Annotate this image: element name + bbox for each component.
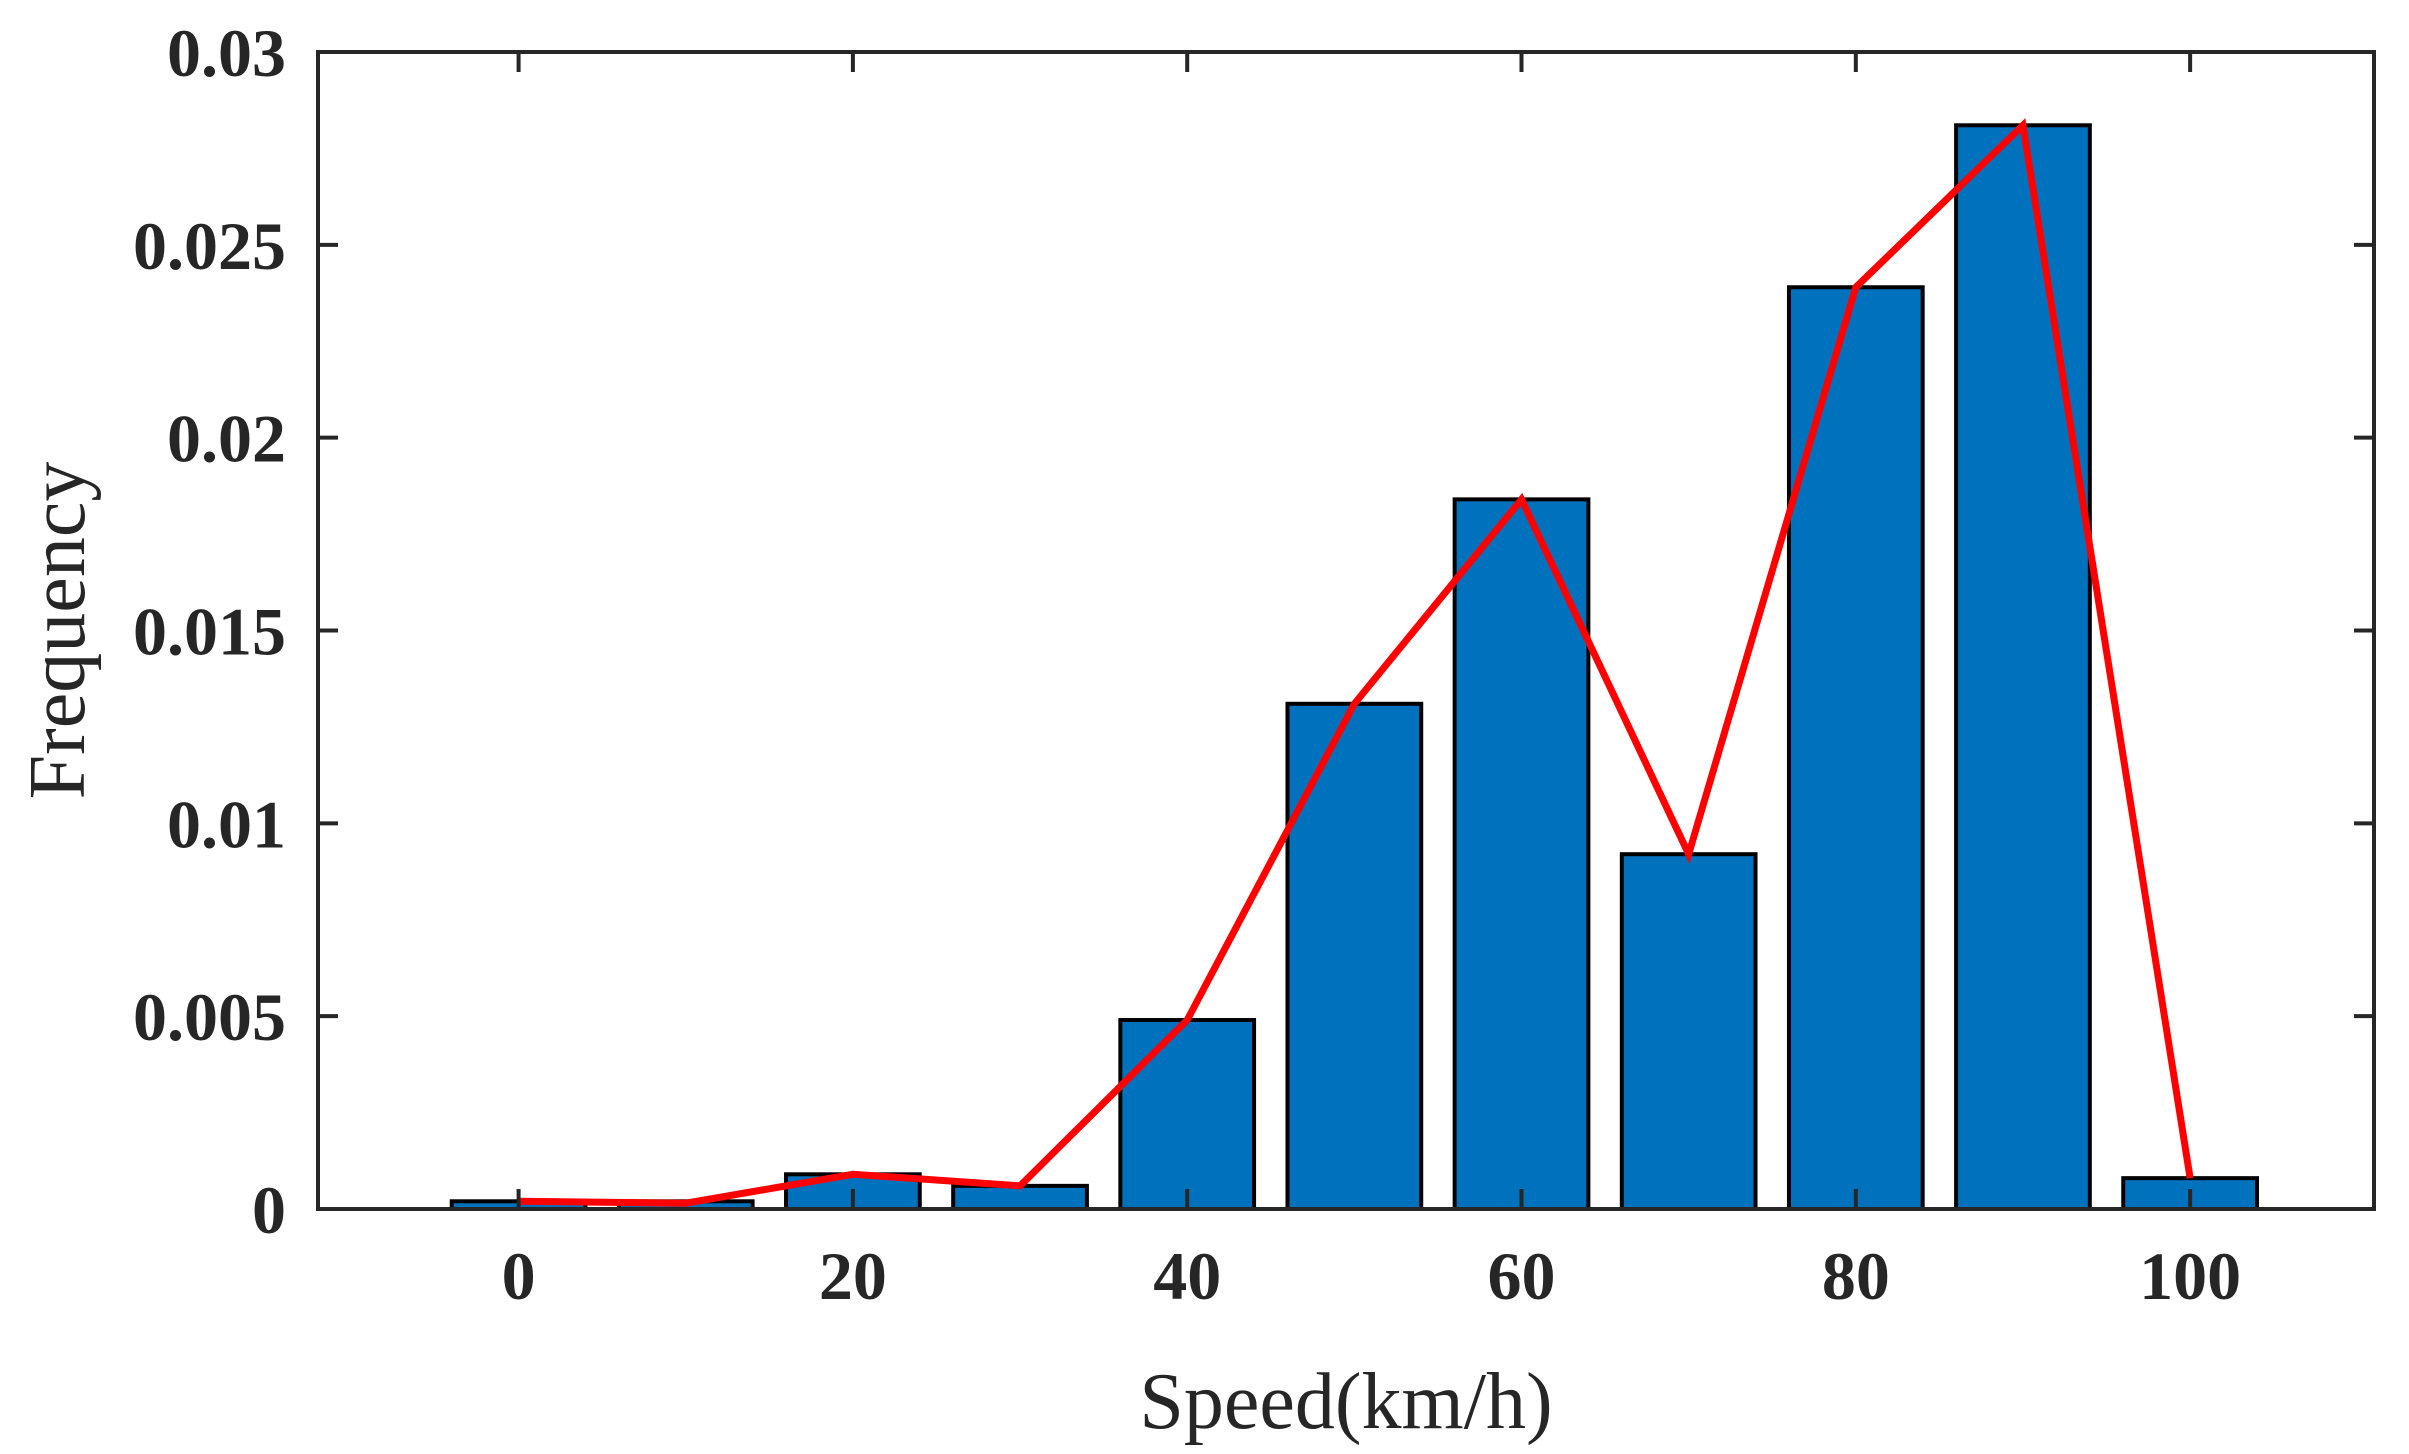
y-tick-label: 0.03 xyxy=(167,15,286,91)
ticks-layer xyxy=(318,50,2374,1211)
x-tick-label: 60 xyxy=(1488,1238,1556,1314)
x-tick-label: 20 xyxy=(819,1238,887,1314)
bar-80 xyxy=(1786,285,1925,1211)
y-tick-label: 0.02 xyxy=(167,401,286,477)
tick-labels-layer: 0 20 40 60 80 100 0 0.005 0.01 0.015 0.02 0.025 0.03 xyxy=(133,15,2241,1314)
bars-layer xyxy=(449,123,2259,1212)
trend-line xyxy=(518,118,2194,1207)
x-tick-label: 100 xyxy=(2139,1238,2241,1314)
bar-50 xyxy=(1285,701,1424,1211)
x-tick-label: 0 xyxy=(502,1238,536,1314)
bar-70 xyxy=(1619,852,1758,1211)
y-tick-label: 0.025 xyxy=(133,208,286,284)
y-axis-label: Frequency xyxy=(14,462,102,800)
x-tick-label: 80 xyxy=(1822,1238,1890,1314)
x-axis-label: Speed(km/h) xyxy=(1139,1358,1552,1446)
y-tick-label: 0.01 xyxy=(167,786,286,862)
bar-90 xyxy=(1954,123,2092,1212)
y-tick-label: 0.005 xyxy=(133,979,286,1055)
bar-40 xyxy=(1118,1018,1257,1211)
y-tick-label: 0 xyxy=(252,1172,286,1248)
line-layer xyxy=(518,118,2194,1207)
y-tick-label: 0.015 xyxy=(133,594,286,670)
x-tick-label: 40 xyxy=(1153,1238,1221,1314)
